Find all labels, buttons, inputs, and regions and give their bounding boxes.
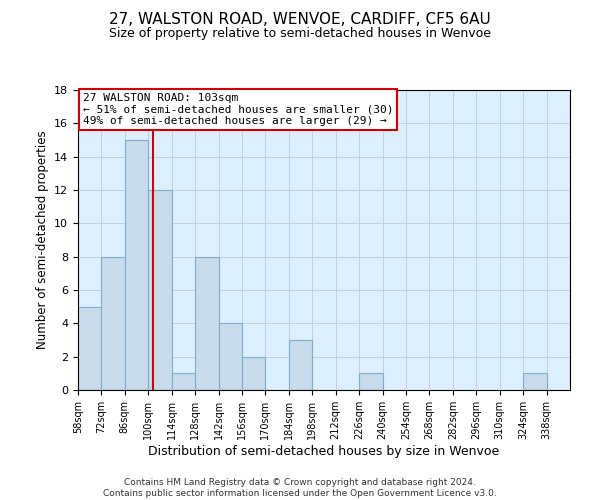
Text: Size of property relative to semi-detached houses in Wenvoe: Size of property relative to semi-detach… [109,28,491,40]
Bar [101,256,125,390]
Bar [172,374,195,390]
Bar [148,190,172,390]
Bar [289,340,312,390]
Bar [359,374,383,390]
X-axis label: Distribution of semi-detached houses by size in Wenvoe: Distribution of semi-detached houses by … [148,444,500,458]
Text: 27, WALSTON ROAD, WENVOE, CARDIFF, CF5 6AU: 27, WALSTON ROAD, WENVOE, CARDIFF, CF5 6… [109,12,491,28]
Bar [125,140,148,390]
Bar [523,374,547,390]
Y-axis label: Number of semi-detached properties: Number of semi-detached properties [35,130,49,350]
Bar [218,324,242,390]
Text: 27 WALSTON ROAD: 103sqm
← 51% of semi-detached houses are smaller (30)
49% of se: 27 WALSTON ROAD: 103sqm ← 51% of semi-de… [83,93,394,126]
Bar [242,356,265,390]
Bar [195,256,218,390]
Bar [78,306,101,390]
Text: Contains HM Land Registry data © Crown copyright and database right 2024.
Contai: Contains HM Land Registry data © Crown c… [103,478,497,498]
